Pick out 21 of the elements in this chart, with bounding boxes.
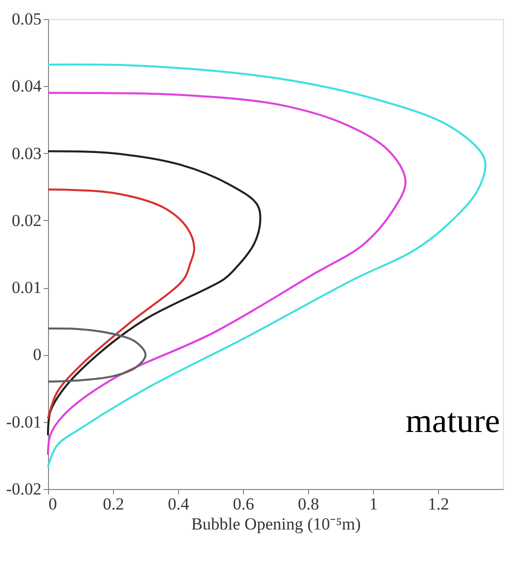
x-tick-label: 0.6 bbox=[232, 494, 254, 514]
y-tick-label: -0.02 bbox=[6, 480, 42, 498]
y-tick-label: 0.04 bbox=[12, 76, 42, 96]
x-tick-label: 0.8 bbox=[298, 494, 320, 514]
x-tick-label: 0.4 bbox=[168, 494, 190, 514]
x-tick-label: 0 bbox=[48, 494, 57, 514]
y-tick-label: 0.02 bbox=[12, 210, 42, 230]
y-tick-label: 0.03 bbox=[12, 144, 42, 163]
line-series bbox=[47, 328, 146, 383]
y-tick-label: 0 bbox=[33, 345, 42, 364]
y-tick-label: 0.01 bbox=[12, 278, 42, 298]
y-tick-label: 0.05 bbox=[12, 10, 42, 28]
x-tick-label: 1 bbox=[369, 494, 378, 514]
x-tick-label: 1.2 bbox=[428, 494, 450, 514]
y-tick-label: -0.01 bbox=[6, 412, 42, 432]
annotation: mature bbox=[406, 403, 500, 440]
x-axis-title: Bubble Opening (10⁻⁵m) bbox=[191, 514, 361, 534]
line-series bbox=[47, 92, 406, 456]
line-series bbox=[47, 188, 196, 420]
line-series bbox=[47, 150, 262, 436]
x-tick-label: 0.2 bbox=[102, 494, 124, 514]
